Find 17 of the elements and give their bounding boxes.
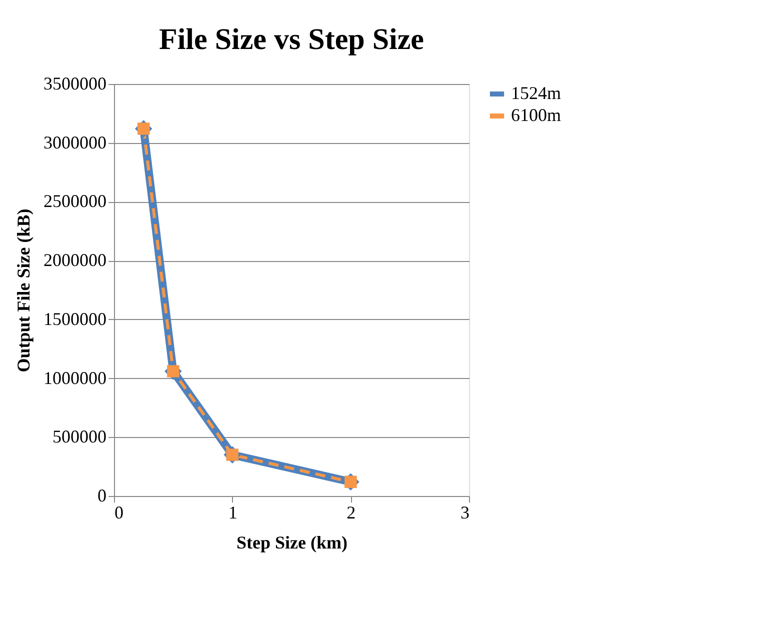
y-tick-label: 0 (98, 486, 106, 506)
legend-label: 6100m (511, 105, 562, 125)
y-tick-label: 3500000 (44, 74, 106, 94)
x-tick-label: 3 (460, 502, 470, 522)
y-tick-label: 3000000 (44, 132, 106, 152)
x-tick-label: 2 (346, 502, 356, 522)
chart-title: File Size vs Step Size (159, 23, 424, 56)
x-axis-title: Step Size (km) (236, 532, 348, 552)
y-tick-label: 2000000 (44, 250, 106, 270)
y-tick-label: 2500000 (44, 191, 106, 212)
x-tick-label: 1 (228, 502, 238, 522)
y-tick-label: 1500000 (44, 308, 106, 329)
y-tick-label: 1000000 (44, 368, 106, 388)
y-tick-label: 500000 (52, 426, 106, 447)
y-axis-title: Output File Size (kB) (14, 208, 34, 372)
legend-label: 1524m (511, 83, 562, 103)
x-tick-label: 0 (114, 502, 124, 522)
